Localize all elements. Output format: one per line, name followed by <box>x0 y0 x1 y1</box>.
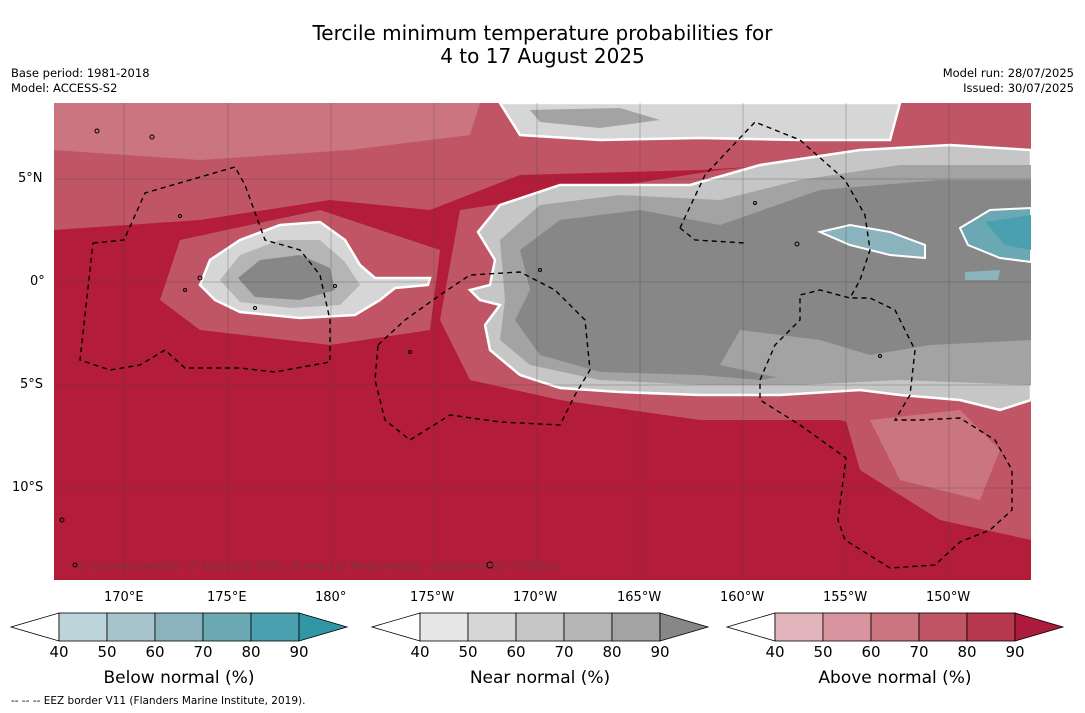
colorbar-segment <box>58 612 108 642</box>
colorbar-near <box>370 612 710 642</box>
islands <box>59 128 882 569</box>
colorbar-segment <box>467 612 517 642</box>
lon-label-160w: 160°W <box>720 590 765 605</box>
below-normal-patch-small <box>965 270 1000 280</box>
lon-label-175e: 175°E <box>207 590 247 605</box>
tick-label: 50 <box>458 643 478 661</box>
lon-label-175w: 175°W <box>410 590 455 605</box>
tick-label: 50 <box>97 643 117 661</box>
near-normal-east-core <box>515 180 1031 380</box>
colorbar-over-extension <box>298 612 349 642</box>
colorbar-segment <box>822 612 872 642</box>
tick-label: 60 <box>861 643 881 661</box>
lon-label-180: 180° <box>315 590 347 605</box>
colorbar-near-title: Near normal (%) <box>469 668 611 688</box>
colorbar-under-extension <box>725 612 776 642</box>
tick-label: 60 <box>145 643 165 661</box>
tick-label: 40 <box>410 643 430 661</box>
colorbar-segment <box>419 612 469 642</box>
title-line-2: 4 to 17 August 2025 <box>440 44 645 68</box>
colorbar-below <box>9 612 349 642</box>
colorbar-over-extension <box>659 612 710 642</box>
tick-label: 40 <box>49 643 69 661</box>
meta-left: Base period: 1981-2018 Model: ACCESS-S2 <box>11 66 150 96</box>
tick-label: 90 <box>650 643 670 661</box>
lon-label-150w: 150°W <box>926 590 971 605</box>
above-normal-southeast-light <box>870 410 1000 500</box>
chart-title: Tercile minimum temperature probabilitie… <box>0 22 1085 68</box>
gridlines <box>54 103 1031 580</box>
lat-label-5s: 5°S <box>20 377 44 392</box>
issued-date: Issued: 30/07/2025 <box>963 81 1074 95</box>
lon-label-170w: 170°W <box>513 590 558 605</box>
colorbar-under-extension <box>370 612 421 642</box>
colorbar-segment <box>250 612 300 642</box>
tick-label: 80 <box>241 643 261 661</box>
colorbar-segment <box>154 612 204 642</box>
colorbar-segment <box>515 612 565 642</box>
tick-label: 60 <box>506 643 526 661</box>
model-run: Model run: 28/07/2025 <box>942 66 1074 80</box>
tick-label: 80 <box>602 643 622 661</box>
colorbar-segment <box>918 612 968 642</box>
eez-borders <box>79 121 1013 569</box>
colorbar-above-title: Above normal (%) <box>818 668 972 688</box>
tick-label: 90 <box>1005 643 1025 661</box>
lat-label-5n: 5°N <box>18 171 43 186</box>
colorbar-segment <box>563 612 613 642</box>
colorbar-segment <box>202 612 252 642</box>
tick-label: 50 <box>813 643 833 661</box>
title-line-1: Tercile minimum temperature probabilitie… <box>312 21 773 45</box>
colorbar-segment <box>611 612 661 642</box>
above-normal-band-north-light <box>54 103 480 160</box>
lon-label-155w: 155°W <box>823 590 868 605</box>
tick-label: 70 <box>554 643 574 661</box>
lon-label-170e: 170°E <box>104 590 144 605</box>
tick-label: 80 <box>957 643 977 661</box>
lat-label-10s: 10°S <box>12 480 44 495</box>
tick-label: 90 <box>289 643 309 661</box>
tick-label: 70 <box>193 643 213 661</box>
near-normal-west-core <box>238 255 335 300</box>
near-normal-north-core <box>530 108 660 128</box>
colorbar-under-extension <box>9 612 60 642</box>
colorbars <box>9 612 1065 642</box>
copyright-text: © Commonwealth of Australia 2025, Bureau… <box>76 559 560 573</box>
map-field <box>54 103 1031 580</box>
colorbar-over-extension <box>1014 612 1065 642</box>
tick-label: 70 <box>909 643 929 661</box>
colorbar-segment <box>106 612 156 642</box>
lon-label-165w: 165°W <box>617 590 662 605</box>
model-name: Model: ACCESS-S2 <box>11 81 118 95</box>
lat-label-0: 0° <box>30 274 45 289</box>
colorbar-segment <box>774 612 824 642</box>
below-normal-patch-east-core <box>985 215 1031 250</box>
near-normal-east-south-edge <box>720 330 1031 378</box>
base-period: Base period: 1981-2018 <box>11 66 150 80</box>
eez-footnote: -- -- -- EEZ border V11 (Flanders Marine… <box>11 695 306 707</box>
colorbar-below-title: Below normal (%) <box>103 668 255 688</box>
colorbar-above <box>725 612 1065 642</box>
tick-label: 40 <box>765 643 785 661</box>
colorbar-segment <box>870 612 920 642</box>
colorbar-segment <box>966 612 1016 642</box>
meta-right: Model run: 28/07/2025 Issued: 30/07/2025 <box>943 66 1074 96</box>
